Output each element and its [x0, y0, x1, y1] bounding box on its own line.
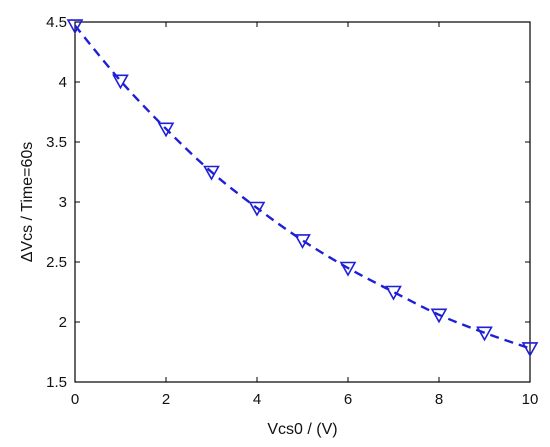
- y-tick-label: 2: [59, 314, 67, 331]
- y-tick-label: 1.5: [46, 374, 67, 391]
- y-tick-label: 3: [59, 194, 67, 211]
- data-point-marker: [430, 308, 448, 324]
- series-layer: [66, 19, 539, 358]
- x-tick-label: 6: [344, 391, 352, 408]
- data-point-marker: [157, 122, 175, 138]
- y-axis-title: ΔVcs / Time=60s: [19, 142, 36, 263]
- data-point-marker: [203, 165, 220, 181]
- x-tick-label: 4: [253, 391, 261, 408]
- y-tick-label: 2.5: [46, 254, 67, 271]
- data-point-marker: [248, 201, 266, 217]
- y-tick-label: 3.5: [46, 134, 67, 151]
- series-line: [74, 24, 531, 350]
- x-tick-label: 0: [71, 391, 79, 408]
- x-tick-label: 8: [435, 391, 443, 408]
- data-point-marker: [339, 261, 357, 277]
- data-point-marker: [385, 285, 402, 301]
- x-axis-title: Vcs0 / (V): [267, 421, 337, 438]
- data-point-marker: [294, 234, 311, 250]
- data-point-marker: [521, 342, 539, 358]
- ticks-layer: 0 2 4 6 8 10 1.5 2 2.5 3 3.5 4 4.5: [46, 14, 538, 408]
- data-point-marker: [476, 326, 493, 342]
- x-tick-label: 2: [162, 391, 170, 408]
- data-point-marker: [66, 19, 84, 35]
- x-tick-label: 10: [522, 391, 539, 408]
- data-point-marker: [112, 74, 129, 90]
- plot-frame: [74, 21, 531, 383]
- y-tick-label: 4.5: [46, 14, 67, 31]
- y-tick-label: 4: [59, 74, 67, 91]
